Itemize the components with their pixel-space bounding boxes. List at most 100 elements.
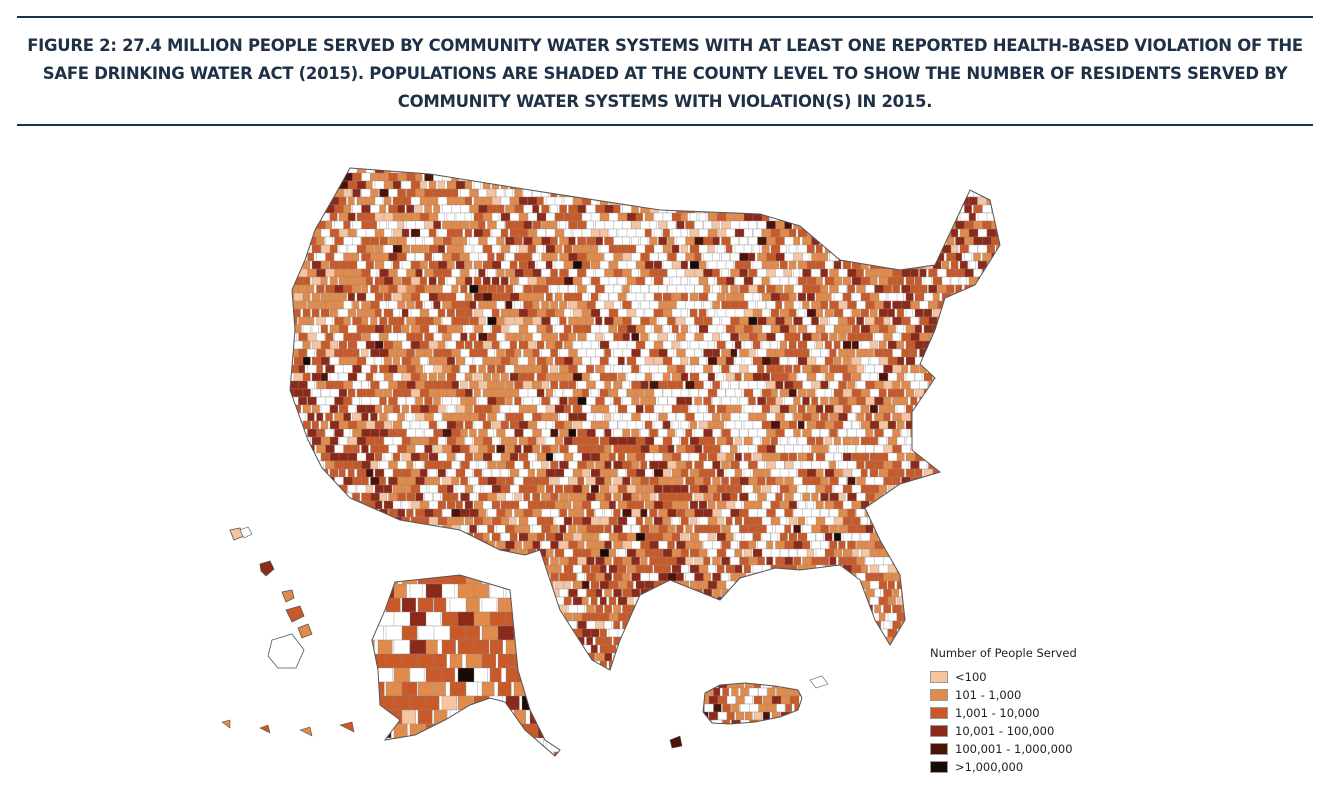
county-cell (914, 168, 924, 174)
county-cell (482, 212, 493, 222)
county-cell (680, 260, 688, 270)
county-cell (649, 652, 661, 662)
county-cell (653, 356, 663, 366)
county-cell (806, 548, 814, 558)
county-cell (730, 316, 741, 326)
county-cell (910, 556, 920, 566)
county-cell (482, 356, 493, 366)
county-cell (752, 324, 762, 334)
county-cell (923, 168, 935, 174)
county-cell (806, 212, 819, 222)
county-cell (365, 180, 373, 190)
county-cell (276, 517, 286, 525)
county-cell (932, 180, 943, 190)
county-cell (887, 404, 896, 414)
county-cell (883, 172, 893, 182)
county-cell (802, 316, 812, 326)
county-cell (545, 500, 557, 510)
county-cell (941, 612, 949, 622)
county-cell (595, 428, 604, 438)
county-cell (968, 308, 977, 318)
county-cell (820, 316, 829, 326)
county-cell (419, 260, 428, 270)
county-cell (964, 460, 975, 470)
county-cell (281, 253, 288, 261)
county-cell (320, 452, 330, 462)
county-cell (316, 396, 327, 406)
county-cell (347, 516, 358, 526)
county-cell (748, 540, 757, 550)
county-cell (514, 540, 522, 550)
county-cell (397, 252, 408, 262)
county-cell (811, 604, 820, 614)
county-cell (838, 492, 846, 502)
county-cell (838, 604, 850, 614)
county-cell (496, 220, 505, 230)
county-cell (595, 556, 606, 566)
county-cell (802, 444, 810, 454)
county-cell (878, 244, 887, 254)
county-cell (752, 228, 762, 238)
county-cell (352, 636, 361, 646)
county-cell (577, 172, 586, 182)
county-cell (608, 564, 618, 574)
county-cell (491, 276, 500, 286)
county-cell (617, 404, 628, 414)
county-cell (842, 340, 852, 350)
county-cell (838, 316, 849, 326)
county-cell (878, 292, 887, 302)
county-cell (770, 260, 780, 270)
county-cell (325, 284, 336, 294)
county-cell (446, 212, 455, 222)
county-cell (914, 644, 925, 654)
county-cell (491, 356, 503, 366)
county-cell (991, 284, 1000, 294)
county-cell (887, 340, 897, 350)
county-cell (671, 532, 681, 542)
county-cell (577, 476, 585, 486)
county-cell (946, 540, 954, 550)
county-cell (635, 500, 644, 510)
county-cell (905, 580, 915, 590)
county-cell (838, 524, 848, 534)
county-cell (325, 316, 333, 326)
county-cell (509, 388, 520, 398)
county-cell (797, 212, 805, 222)
county-cell (820, 364, 829, 374)
county-cell (599, 484, 609, 494)
county-cell (365, 212, 377, 222)
county-cell (487, 556, 497, 566)
county-cell (1001, 237, 1008, 245)
county-cell (910, 332, 921, 342)
county-cell (532, 636, 541, 646)
county-cell (838, 460, 849, 470)
county-cell (689, 308, 698, 318)
county-cell (923, 484, 936, 494)
county-cell (793, 444, 804, 454)
county-cell (860, 404, 870, 414)
county-cell (995, 420, 1000, 430)
county-cell (914, 420, 923, 430)
county-cell (527, 420, 538, 430)
county-cell (460, 540, 472, 550)
county-cell (793, 540, 804, 550)
county-cell (568, 284, 576, 294)
county-cell (761, 404, 771, 414)
county-cell (806, 452, 814, 462)
county-cell (635, 276, 645, 286)
county-cell (505, 172, 514, 182)
county-cell (955, 604, 964, 614)
county-cell (356, 244, 367, 254)
county-cell (950, 548, 960, 558)
county-cell (541, 172, 553, 182)
county-cell (290, 332, 297, 342)
county-cell (518, 260, 529, 270)
county-cell (991, 588, 1000, 598)
county-cell (370, 188, 379, 198)
county-cell (680, 356, 689, 366)
county-cell (581, 372, 590, 382)
county-cell (617, 212, 627, 222)
county-cell (964, 476, 971, 486)
county-cell (698, 308, 707, 318)
county-cell (982, 492, 994, 502)
